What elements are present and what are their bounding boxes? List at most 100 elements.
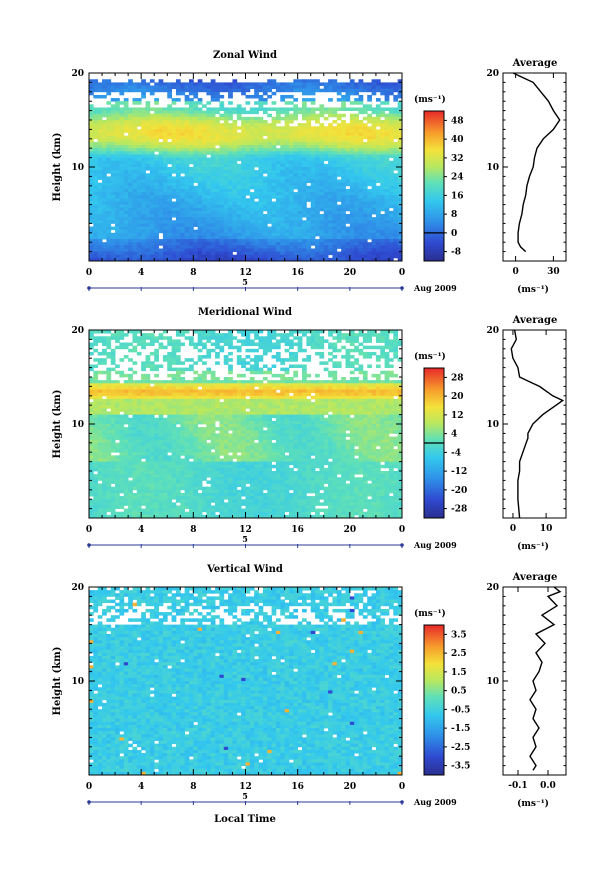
heatmap-cell	[115, 129, 120, 133]
heatmap-cell	[319, 151, 325, 155]
heatmap-cell	[97, 145, 103, 149]
heatmap-cell	[184, 167, 190, 171]
heatmap-cell	[97, 245, 103, 249]
heatmap-cell	[154, 192, 159, 196]
heatmap-cell	[206, 110, 212, 115]
heatmap-cell	[284, 138, 290, 143]
heatmap-cell	[319, 220, 325, 224]
heatmap-cell	[297, 148, 303, 152]
heatmap-cell	[162, 232, 168, 237]
heatmap-cell	[393, 355, 399, 359]
heatmap-cell	[202, 392, 207, 397]
heatmap-cell	[136, 210, 142, 215]
heatmap-cell	[245, 239, 251, 243]
heatmap-cell	[106, 120, 112, 124]
heatmap-cell	[228, 110, 233, 115]
heatmap-cell	[388, 113, 394, 118]
heatmap-cell	[119, 389, 125, 394]
heatmap-cell	[319, 160, 325, 165]
heatmap-cell	[188, 145, 194, 149]
heatmap-cell	[141, 154, 146, 158]
heatmap-cell	[384, 248, 390, 252]
heatmap-cell	[115, 370, 120, 375]
heatmap-cell	[354, 113, 359, 118]
heatmap-cell	[119, 370, 125, 375]
heatmap-cell	[197, 179, 203, 184]
heatmap-cell	[219, 198, 225, 202]
heatmap-cell	[232, 235, 238, 240]
heatmap-cell	[145, 157, 151, 162]
heatmap-cell	[128, 367, 133, 372]
heatmap-cell	[288, 160, 294, 165]
heatmap-cell	[175, 377, 181, 381]
heatmap-cell	[132, 141, 138, 146]
heatmap-cell	[341, 201, 346, 205]
heatmap-cell	[393, 141, 399, 146]
heatmap-cell	[232, 380, 238, 384]
heatmap-cell	[115, 239, 120, 243]
heatmap-cell	[102, 207, 107, 212]
heatmap-cell	[102, 214, 107, 218]
heatmap-cell	[223, 226, 229, 231]
heatmap-cell	[102, 123, 107, 127]
heatmap-cell	[106, 242, 112, 246]
heatmap-cell	[393, 351, 399, 356]
heatmap-cell	[293, 392, 299, 397]
heatmap-cell	[180, 91, 186, 96]
heatmap-cell	[367, 355, 372, 359]
heatmap-cell	[193, 123, 199, 127]
heatmap-cell	[106, 351, 112, 356]
heatmap-cell	[288, 154, 294, 158]
heatmap-cell	[345, 85, 351, 90]
heatmap-cell	[188, 126, 194, 130]
heatmap-cell	[162, 229, 168, 234]
heatmap-cell	[123, 160, 129, 165]
heatmap-cell	[288, 239, 294, 243]
heatmap-cell	[158, 185, 164, 190]
heatmap-cell	[197, 239, 203, 243]
heatmap-cell	[132, 188, 138, 193]
heatmap-cell	[275, 116, 281, 121]
heatmap-cell	[102, 82, 107, 86]
heatmap-cell	[210, 245, 216, 249]
heatmap-cell	[319, 145, 325, 149]
heatmap-cell	[115, 113, 120, 118]
heatmap-cell	[380, 85, 386, 90]
heatmap-cell	[97, 198, 103, 202]
heatmap-cell	[132, 163, 138, 168]
heatmap-cell	[354, 173, 359, 177]
heatmap-cell	[332, 220, 338, 224]
heatmap-cell	[258, 151, 264, 155]
heatmap-cell	[380, 113, 386, 118]
heatmap-cell	[197, 389, 203, 394]
heatmap-cell	[193, 345, 199, 350]
heatmap-cell	[315, 113, 320, 118]
heatmap-cell	[188, 101, 194, 105]
heatmap-cell	[197, 254, 203, 259]
heatmap-cell	[371, 188, 377, 193]
heatmap-cell	[141, 167, 146, 171]
heatmap-cell	[141, 192, 146, 196]
heatmap-cell	[241, 214, 246, 218]
heatmap-cell	[149, 163, 155, 168]
heatmap-cell	[288, 358, 294, 362]
heatmap-cell	[167, 380, 172, 384]
heatmap-cell	[310, 242, 316, 246]
heatmap-cell	[245, 245, 251, 249]
heatmap-cell	[110, 242, 116, 246]
heatmap-cell	[345, 173, 351, 177]
heatmap-cell	[332, 145, 338, 149]
heatmap-cell	[232, 201, 238, 205]
heatmap-cell	[106, 135, 112, 140]
heatmap-cell	[302, 179, 307, 184]
heatmap-cell	[197, 336, 203, 340]
heatmap-cell	[288, 188, 294, 193]
heatmap-cell	[349, 361, 355, 365]
heatmap-cell	[302, 364, 307, 368]
heatmap-cell	[388, 245, 394, 249]
heatmap-cell	[175, 170, 181, 174]
heatmap-cell	[354, 188, 359, 193]
heatmap-cell	[123, 163, 129, 168]
heatmap-cell	[323, 257, 329, 262]
heatmap-cell	[288, 380, 294, 384]
